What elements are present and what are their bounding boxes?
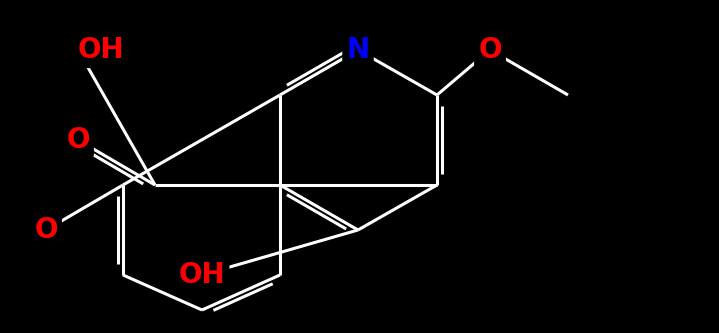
Text: N: N [347, 36, 370, 64]
Text: OH: OH [179, 261, 225, 289]
Text: O: O [66, 126, 90, 154]
Text: O: O [35, 216, 58, 244]
Text: OH: OH [78, 36, 124, 64]
Text: O: O [478, 36, 502, 64]
